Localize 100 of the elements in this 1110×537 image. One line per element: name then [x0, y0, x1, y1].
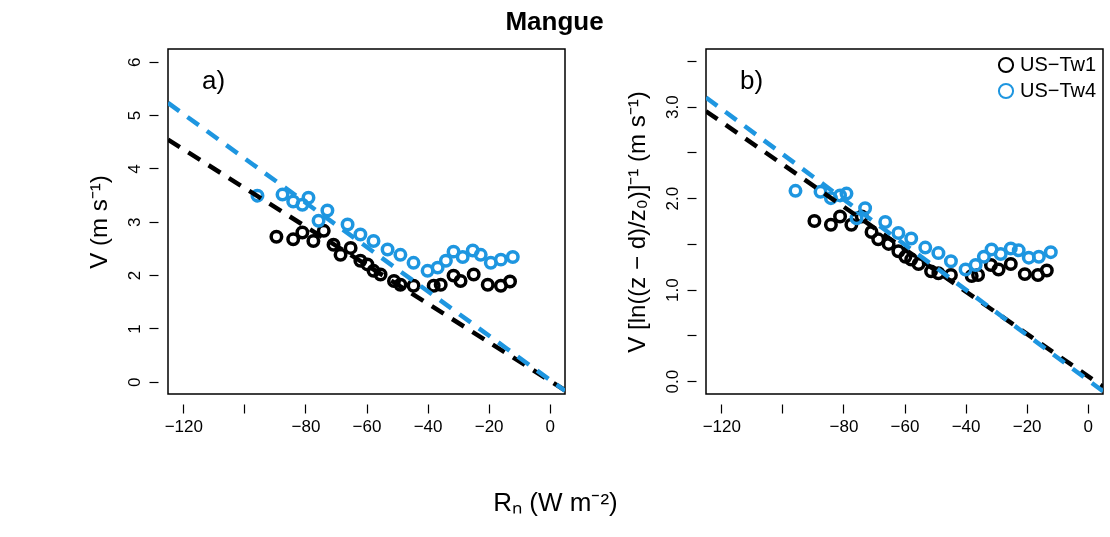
point	[968, 257, 983, 272]
point	[833, 209, 848, 224]
point	[466, 267, 481, 282]
point	[878, 214, 893, 229]
point	[366, 233, 381, 248]
point	[311, 213, 326, 228]
x-tick-label: −120	[164, 416, 203, 436]
point	[473, 247, 488, 262]
point	[493, 252, 508, 267]
point	[993, 247, 1008, 261]
y-tick-label: 0.0	[662, 369, 682, 394]
point	[864, 225, 879, 240]
point	[1031, 249, 1046, 264]
point	[286, 232, 301, 247]
point	[1011, 243, 1026, 258]
y-tick-label: 3	[124, 217, 144, 227]
point	[924, 264, 939, 279]
point	[1039, 263, 1054, 278]
point	[333, 247, 348, 262]
y-tick-label: 3.0	[662, 95, 682, 119]
point	[360, 257, 375, 272]
y-tick-label: 6	[124, 57, 144, 68]
x-tick-label: −20	[1012, 416, 1042, 436]
point	[858, 201, 873, 216]
point	[483, 255, 498, 270]
point	[406, 255, 421, 270]
x-tick-label: −120	[702, 416, 741, 436]
y-tick-label: 1	[124, 324, 144, 334]
point	[406, 278, 421, 293]
point	[326, 237, 341, 252]
point	[386, 273, 401, 288]
x-tick-label: 0	[545, 416, 555, 436]
y-tick-label: 4	[124, 164, 144, 174]
point	[871, 232, 886, 247]
point	[295, 225, 310, 240]
y-axis-title: V (m s⁻¹)	[84, 175, 112, 269]
point	[904, 231, 919, 246]
x-tick-label: −80	[829, 416, 859, 436]
point	[275, 187, 290, 202]
point	[891, 244, 906, 259]
y-tick-label: 2	[124, 270, 144, 281]
point	[1017, 267, 1032, 282]
point	[904, 252, 919, 267]
point	[911, 257, 926, 272]
point	[807, 214, 822, 229]
x-tick-label: −20	[474, 416, 504, 436]
point	[891, 225, 906, 240]
point	[430, 260, 445, 275]
point	[340, 217, 355, 232]
x-tick-label: −60	[352, 416, 382, 436]
point	[480, 277, 495, 292]
point	[353, 227, 368, 242]
point	[393, 247, 408, 262]
point	[823, 217, 838, 232]
point	[833, 188, 848, 203]
chart-title: Mangue	[505, 6, 604, 36]
point	[446, 244, 461, 259]
y-tick-label: 0	[124, 377, 144, 387]
x-axis-title: Rₙ (W m⁻²)	[493, 486, 618, 517]
point	[931, 246, 946, 261]
y-tick-label: 2.0	[662, 186, 682, 211]
annotation: a)	[202, 65, 226, 95]
y-tick-label: 5	[124, 110, 144, 121]
point	[306, 233, 321, 248]
point	[984, 242, 999, 257]
point	[839, 186, 854, 201]
point	[353, 253, 368, 268]
point	[1030, 268, 1045, 283]
point	[269, 229, 284, 244]
point	[433, 277, 448, 292]
point	[343, 240, 358, 255]
x-tick-label: −40	[413, 416, 443, 436]
x-tick-label: −80	[291, 416, 321, 436]
legend-label: US−Tw1	[1020, 53, 1097, 75]
point	[503, 274, 518, 289]
point	[958, 262, 973, 277]
point	[1003, 241, 1018, 256]
point	[465, 243, 480, 258]
annotation: b)	[740, 65, 764, 95]
point	[788, 183, 803, 198]
y-tick-label: 1.0	[662, 278, 682, 302]
point	[991, 262, 1006, 277]
point	[393, 277, 408, 292]
point	[1021, 250, 1036, 265]
legend-label: US−Tw4	[1020, 79, 1097, 101]
point	[426, 278, 441, 293]
point	[295, 197, 310, 212]
point	[446, 268, 461, 283]
point	[1003, 257, 1018, 272]
y-axis-title: V [ln((z − d)/z₀)]⁻¹ (m s⁻¹)	[622, 91, 650, 353]
point	[373, 267, 388, 282]
point	[301, 190, 316, 205]
point	[943, 254, 958, 269]
point	[1043, 245, 1058, 260]
x-tick-label: −40	[951, 416, 981, 436]
point	[438, 253, 453, 268]
x-tick-label: 0	[1083, 416, 1093, 436]
point	[320, 203, 335, 218]
point	[881, 236, 896, 251]
point	[453, 273, 468, 288]
